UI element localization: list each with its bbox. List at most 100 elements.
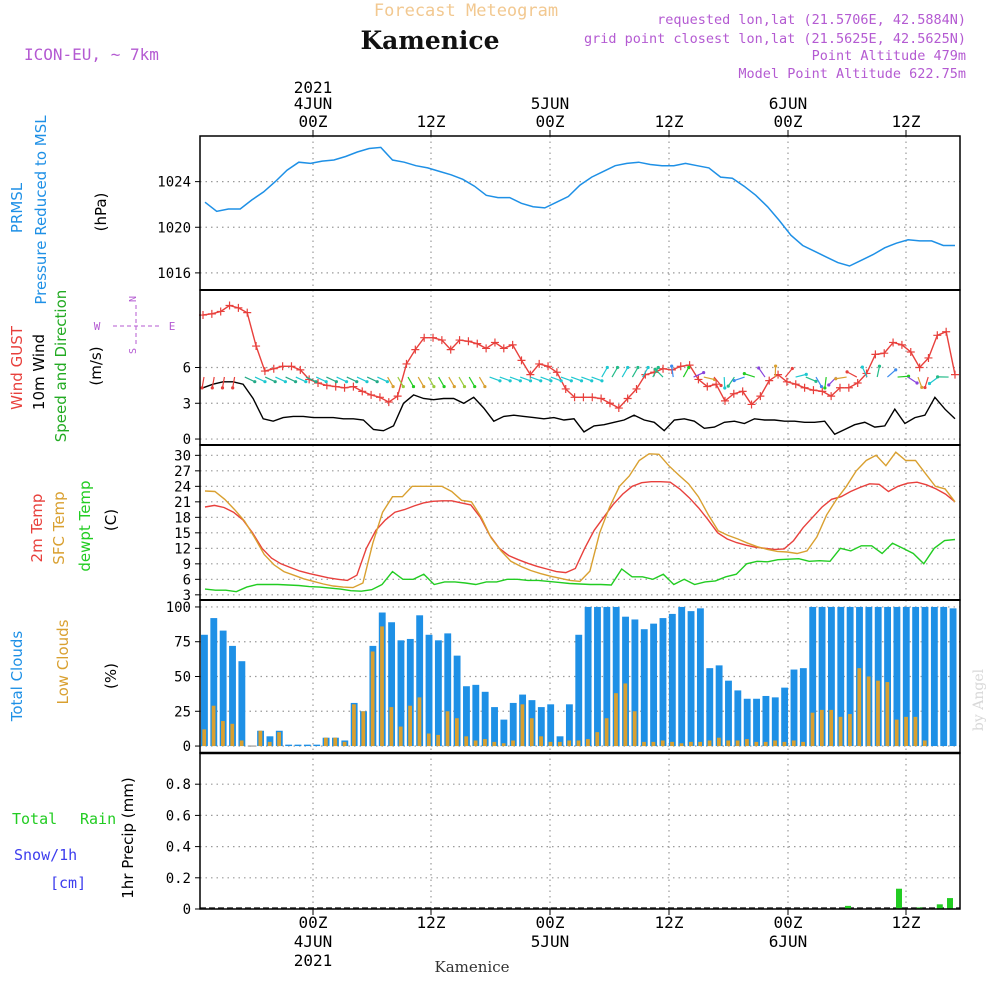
wind-arrow-head (231, 386, 235, 390)
y-tick-label: 18 (174, 510, 191, 526)
gust-marker (375, 393, 384, 402)
y-tick-label: 1016 (157, 266, 191, 282)
gust-marker (889, 338, 898, 347)
low-cloud-bar (848, 714, 852, 747)
bottom-tick-4: 12Z (655, 913, 684, 932)
low-cloud-bar (221, 721, 225, 747)
wind-arrow-head (518, 379, 522, 383)
gust-marker (517, 356, 526, 365)
wind-arrow-head (549, 379, 553, 383)
gust-marker (623, 394, 632, 403)
gust-marker (278, 362, 287, 371)
y-tick-label: 27 (174, 464, 191, 480)
low-cloud-bar (782, 741, 787, 747)
wind-arrow-head (915, 381, 919, 385)
wind-arrow-head (253, 380, 257, 384)
wind-arrow-head (670, 364, 674, 368)
total-cloud-bar (725, 680, 732, 747)
wind-arrow-head (927, 381, 932, 386)
wind-arrow-head (877, 364, 882, 368)
wind-arrow-head (605, 365, 609, 370)
total-cloud-bar (902, 606, 910, 747)
total-cloud-bar (884, 606, 891, 747)
gust-marker (234, 303, 243, 312)
wind-arrow (285, 376, 296, 383)
low-cloud-bar (426, 733, 431, 747)
gust-marker (207, 309, 216, 318)
total-label: Total (12, 810, 57, 828)
low-cloud-bar (436, 734, 441, 747)
total-cloud-bar (893, 606, 901, 747)
footer-location: Kamenice (435, 958, 510, 976)
total-cloud-bar (827, 606, 835, 747)
total-cloud-bar (547, 704, 555, 747)
grid-point-coords: grid point closest lon,lat (21.5625E, 42… (584, 31, 966, 47)
wind-arrow-head (590, 379, 594, 383)
top-tick-2: 12Z (417, 112, 446, 131)
y-tick-label: 0.2 (166, 871, 191, 887)
wind-unit: (m/s) (87, 346, 105, 385)
wind-arrow-head (365, 380, 369, 384)
gust-marker (765, 376, 774, 385)
dewpt-label: dewpt Temp (76, 480, 94, 571)
wind-arrow-head (579, 379, 584, 383)
gust-marker (367, 390, 376, 399)
low-cloud-bar (576, 740, 581, 747)
precip-unit: 1hr Precip (mm) (119, 777, 137, 898)
total-cloud-bar (790, 669, 798, 747)
product-title: Forecast Meteogram (374, 1, 558, 21)
gust-marker (835, 383, 844, 392)
total-cloud-bar (285, 744, 293, 747)
wind-arrow (652, 367, 659, 378)
wind-arrow-head (293, 380, 298, 384)
total-cloud-bar (781, 687, 789, 747)
wind-arrow (744, 373, 755, 378)
wind-arrow (835, 376, 847, 380)
wind-arrow (824, 376, 827, 389)
wind-arrow (254, 376, 266, 383)
low-cloud-bar (623, 683, 628, 747)
rain-bar (845, 905, 851, 909)
wind-arrow (427, 376, 435, 387)
total-cloud-bar (734, 690, 742, 747)
y-tick-label: 21 (174, 495, 191, 511)
total-cloud-bar (640, 629, 648, 747)
total-cloud-bar (463, 686, 470, 747)
gust-marker (676, 362, 685, 371)
gust-marker (906, 348, 915, 356)
wind-arrow (295, 376, 307, 383)
total-cloud-bar (406, 638, 414, 747)
gust-marker (827, 392, 836, 401)
wind-arrow-head (401, 384, 405, 389)
gust-marker (933, 331, 942, 340)
y-tick-label: 1024 (157, 175, 191, 191)
wind-arrow (397, 376, 404, 387)
wind-arrow (417, 376, 425, 387)
gust-marker (703, 382, 712, 391)
temp-unit: (C) (102, 509, 120, 531)
gust-marker (605, 399, 614, 408)
bottom-date-2: 5JUN (531, 932, 570, 951)
wind-arrow-head (860, 365, 864, 369)
wind-arrow-head (559, 379, 563, 383)
low-cloud-bar (838, 716, 843, 747)
gust-marker (490, 338, 499, 347)
total-cloud-bar (818, 606, 826, 747)
wind-arrow-head (375, 380, 379, 384)
y-tick-label: 1020 (157, 220, 191, 236)
low-cloud-bar (539, 736, 543, 747)
y-tick-label: 0 (183, 432, 191, 448)
low-cloud-bar (679, 743, 684, 747)
wind-arrow (601, 367, 608, 378)
bottom-tick-1: 00Z (299, 913, 328, 932)
low-cloud-bar (698, 741, 703, 747)
rain-bar (936, 904, 943, 909)
low-cloud-bar (632, 711, 637, 747)
low-cloud-bar (492, 741, 497, 747)
wind-arrow (377, 376, 388, 383)
wind-arrow (846, 371, 858, 378)
total-cloud-bar (912, 606, 920, 747)
low-cloud-bar (473, 740, 478, 747)
top-tick-1: 00Z (299, 112, 328, 131)
temp2m-label: 2m Temp (28, 494, 46, 563)
